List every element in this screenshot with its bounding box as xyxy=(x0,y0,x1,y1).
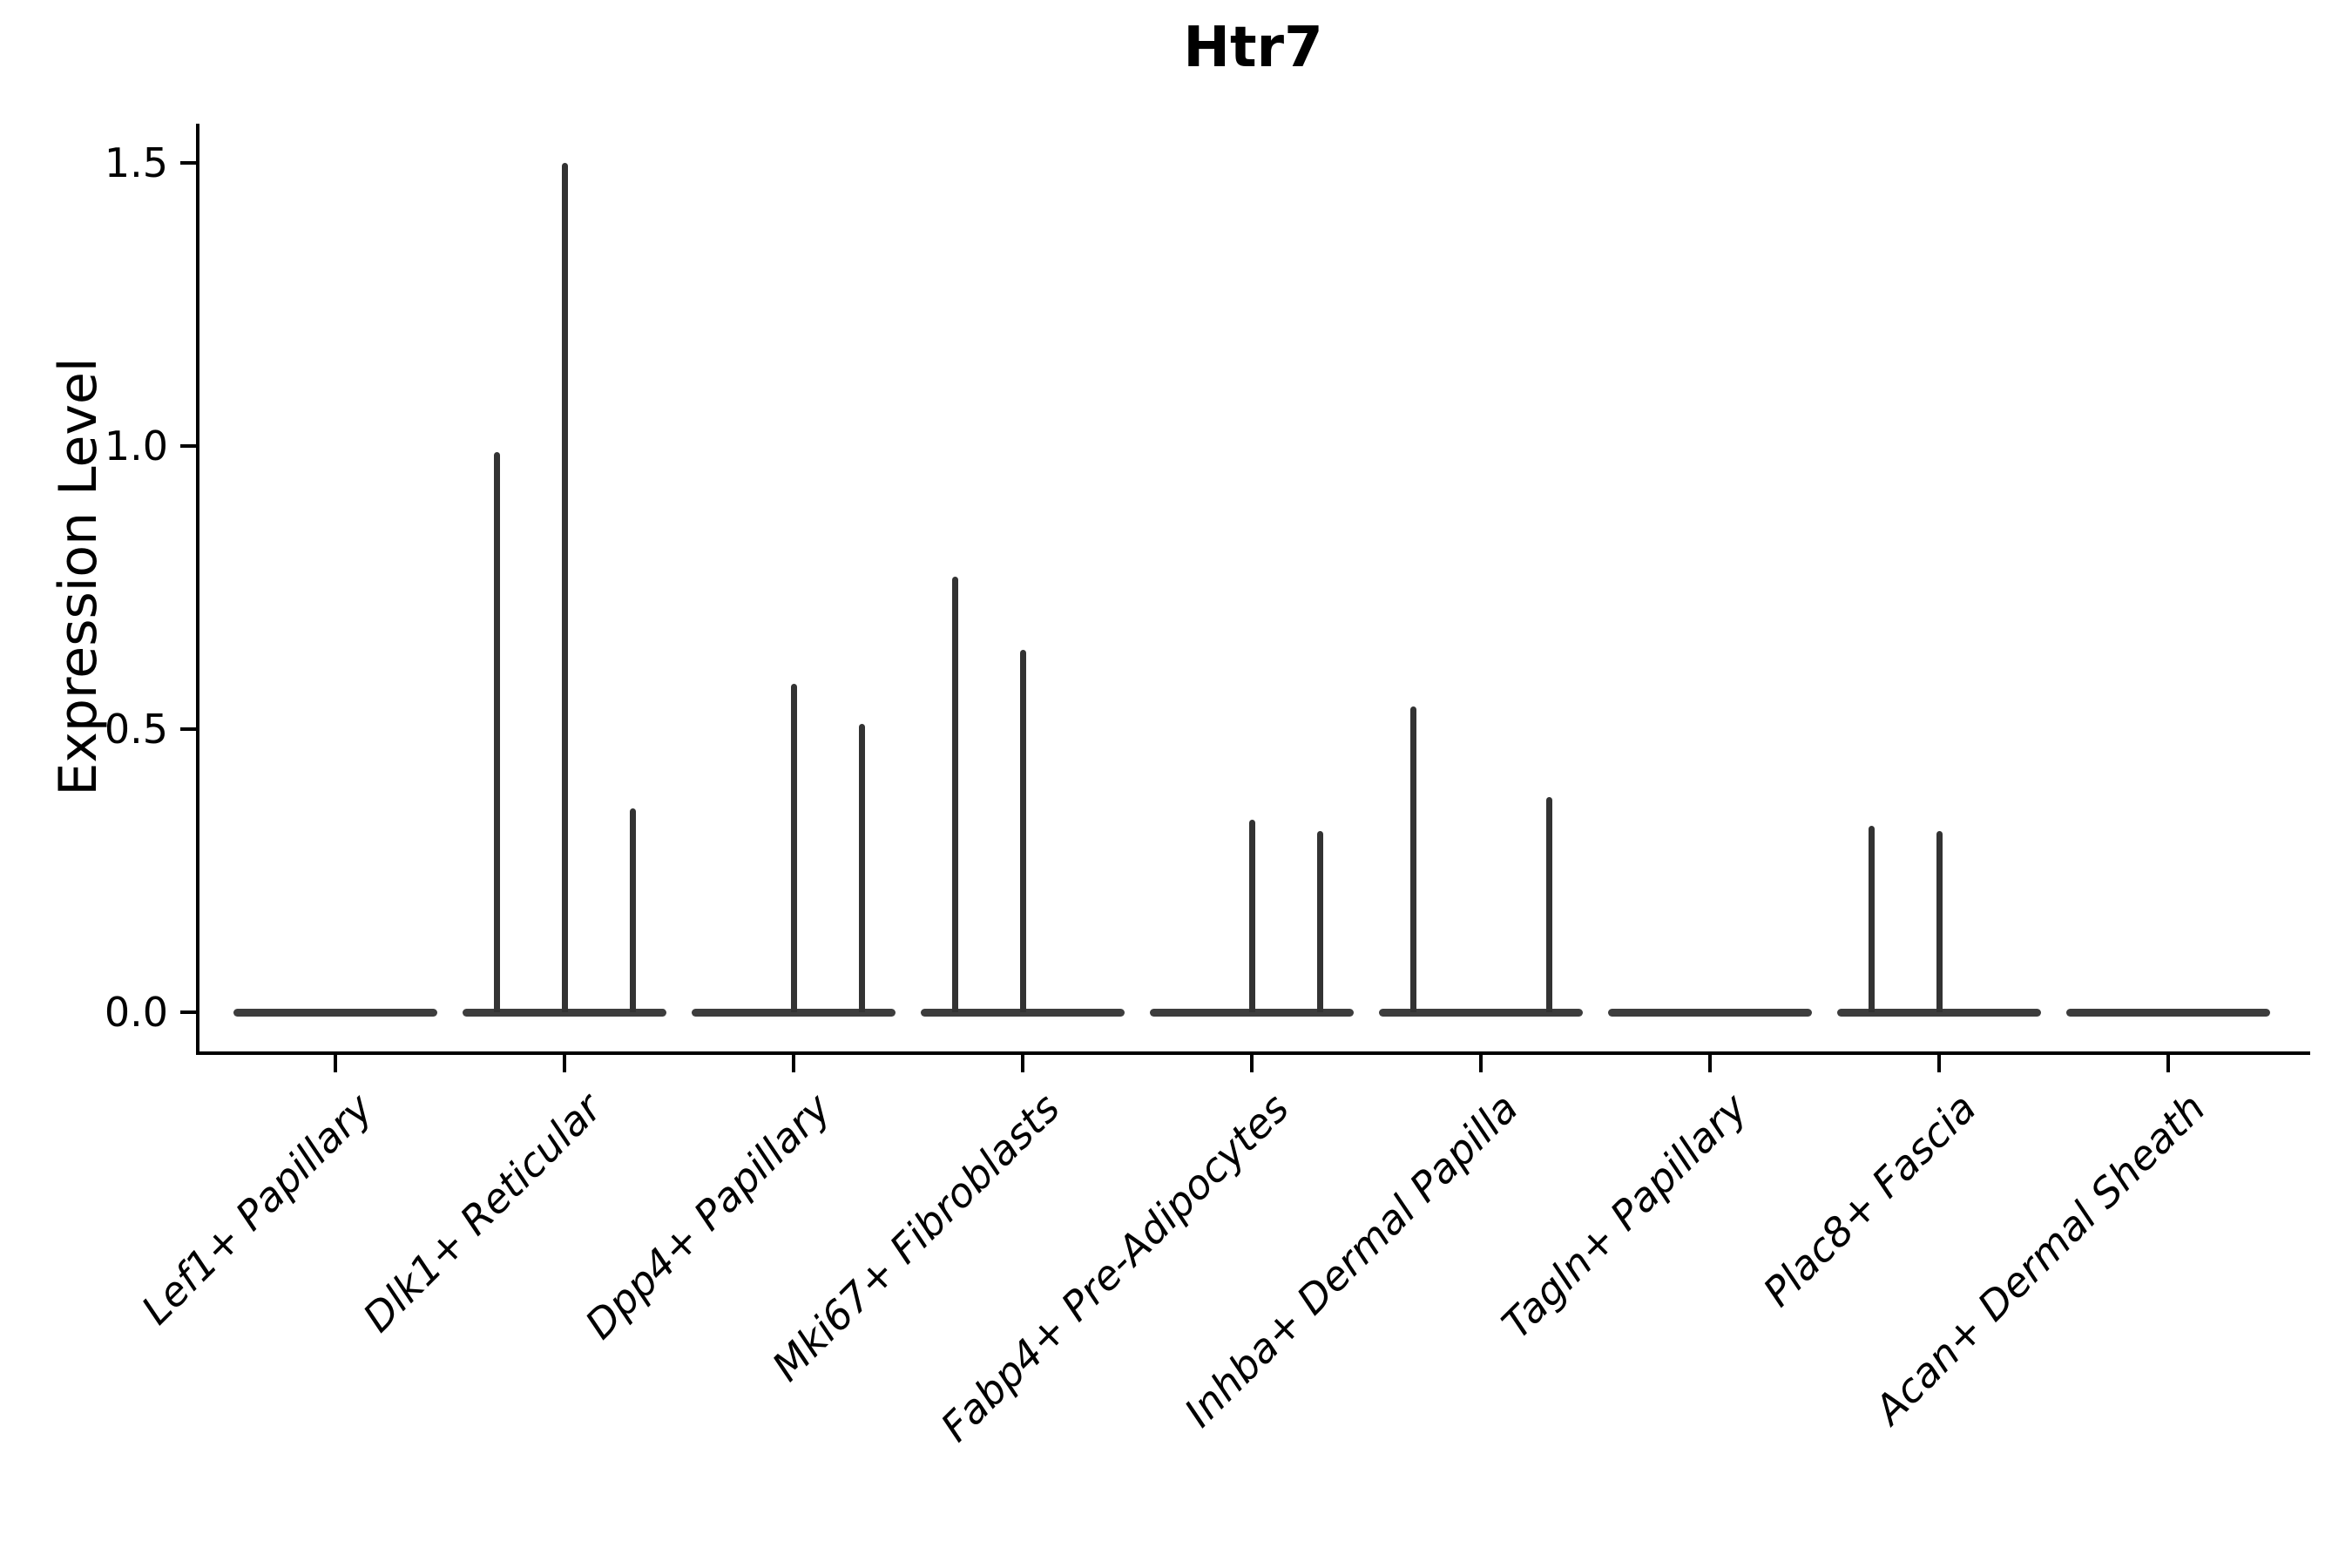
violin-spike xyxy=(1409,706,1416,1012)
x-tick-label: Acan+ Dermal Sheath xyxy=(1865,1084,2214,1434)
x-tick xyxy=(1937,1055,1941,1072)
violin-baseline xyxy=(692,1008,896,1017)
x-tick xyxy=(2166,1055,2170,1072)
x-tick xyxy=(1021,1055,1024,1072)
x-tick xyxy=(1708,1055,1712,1072)
y-tick-label: 1.5 xyxy=(104,139,168,186)
x-tick-label: Fabp4+ Pre-Adipocytes xyxy=(931,1084,1298,1451)
x-tick xyxy=(1250,1055,1254,1072)
x-tick xyxy=(563,1055,566,1072)
x-tick-label: Plac8+ Fascia xyxy=(1754,1084,1985,1316)
violin-spike xyxy=(1936,831,1943,1012)
x-tick-label: Lef1+ Papillary xyxy=(132,1084,382,1334)
violin-baseline xyxy=(921,1008,1125,1017)
x-tick-label: Inhba+ Dermal Papilla xyxy=(1175,1084,1527,1436)
x-tick xyxy=(1479,1055,1483,1072)
violin-spike xyxy=(1019,650,1026,1012)
x-tick-label: Tagln+ Papillary xyxy=(1492,1084,1756,1348)
y-tick xyxy=(180,1010,198,1014)
y-axis-label: Expression Level xyxy=(48,357,109,796)
x-axis-line xyxy=(196,1051,2310,1055)
violin-baseline xyxy=(1150,1008,1354,1017)
x-tick-label: Mki67+ Fibroblasts xyxy=(762,1084,1069,1390)
y-tick-label: 0.0 xyxy=(104,989,168,1036)
violin-spike xyxy=(790,684,797,1012)
y-axis-line xyxy=(196,124,199,1055)
violin-spike xyxy=(858,723,865,1012)
x-tick-label: Dlk1+ Reticular xyxy=(354,1084,611,1342)
y-tick xyxy=(180,727,198,731)
violin-baseline xyxy=(1837,1008,2041,1017)
x-tick-label: Dpp4+ Papillary xyxy=(576,1084,840,1348)
violin-spike xyxy=(951,576,958,1012)
violin-spike xyxy=(1248,820,1255,1012)
x-tick xyxy=(792,1055,795,1072)
y-tick xyxy=(180,444,198,448)
violin-baseline xyxy=(2066,1008,2270,1017)
violin-spike xyxy=(629,808,636,1012)
violin-spike xyxy=(493,451,500,1012)
y-tick-label: 0.5 xyxy=(104,706,168,753)
violin-baseline xyxy=(463,1008,666,1017)
y-tick-label: 1.0 xyxy=(104,422,168,470)
x-tick xyxy=(334,1055,337,1072)
violin-spike xyxy=(1545,797,1552,1012)
violin-spike xyxy=(1868,825,1875,1012)
y-tick xyxy=(180,161,198,165)
violin-baseline xyxy=(1379,1008,1583,1017)
violin-baseline xyxy=(233,1008,437,1017)
plot-title: Htr7 xyxy=(1183,16,1323,80)
violin-spike xyxy=(1316,831,1323,1012)
violin-spike xyxy=(561,163,568,1012)
violin-baseline xyxy=(1608,1008,1812,1017)
